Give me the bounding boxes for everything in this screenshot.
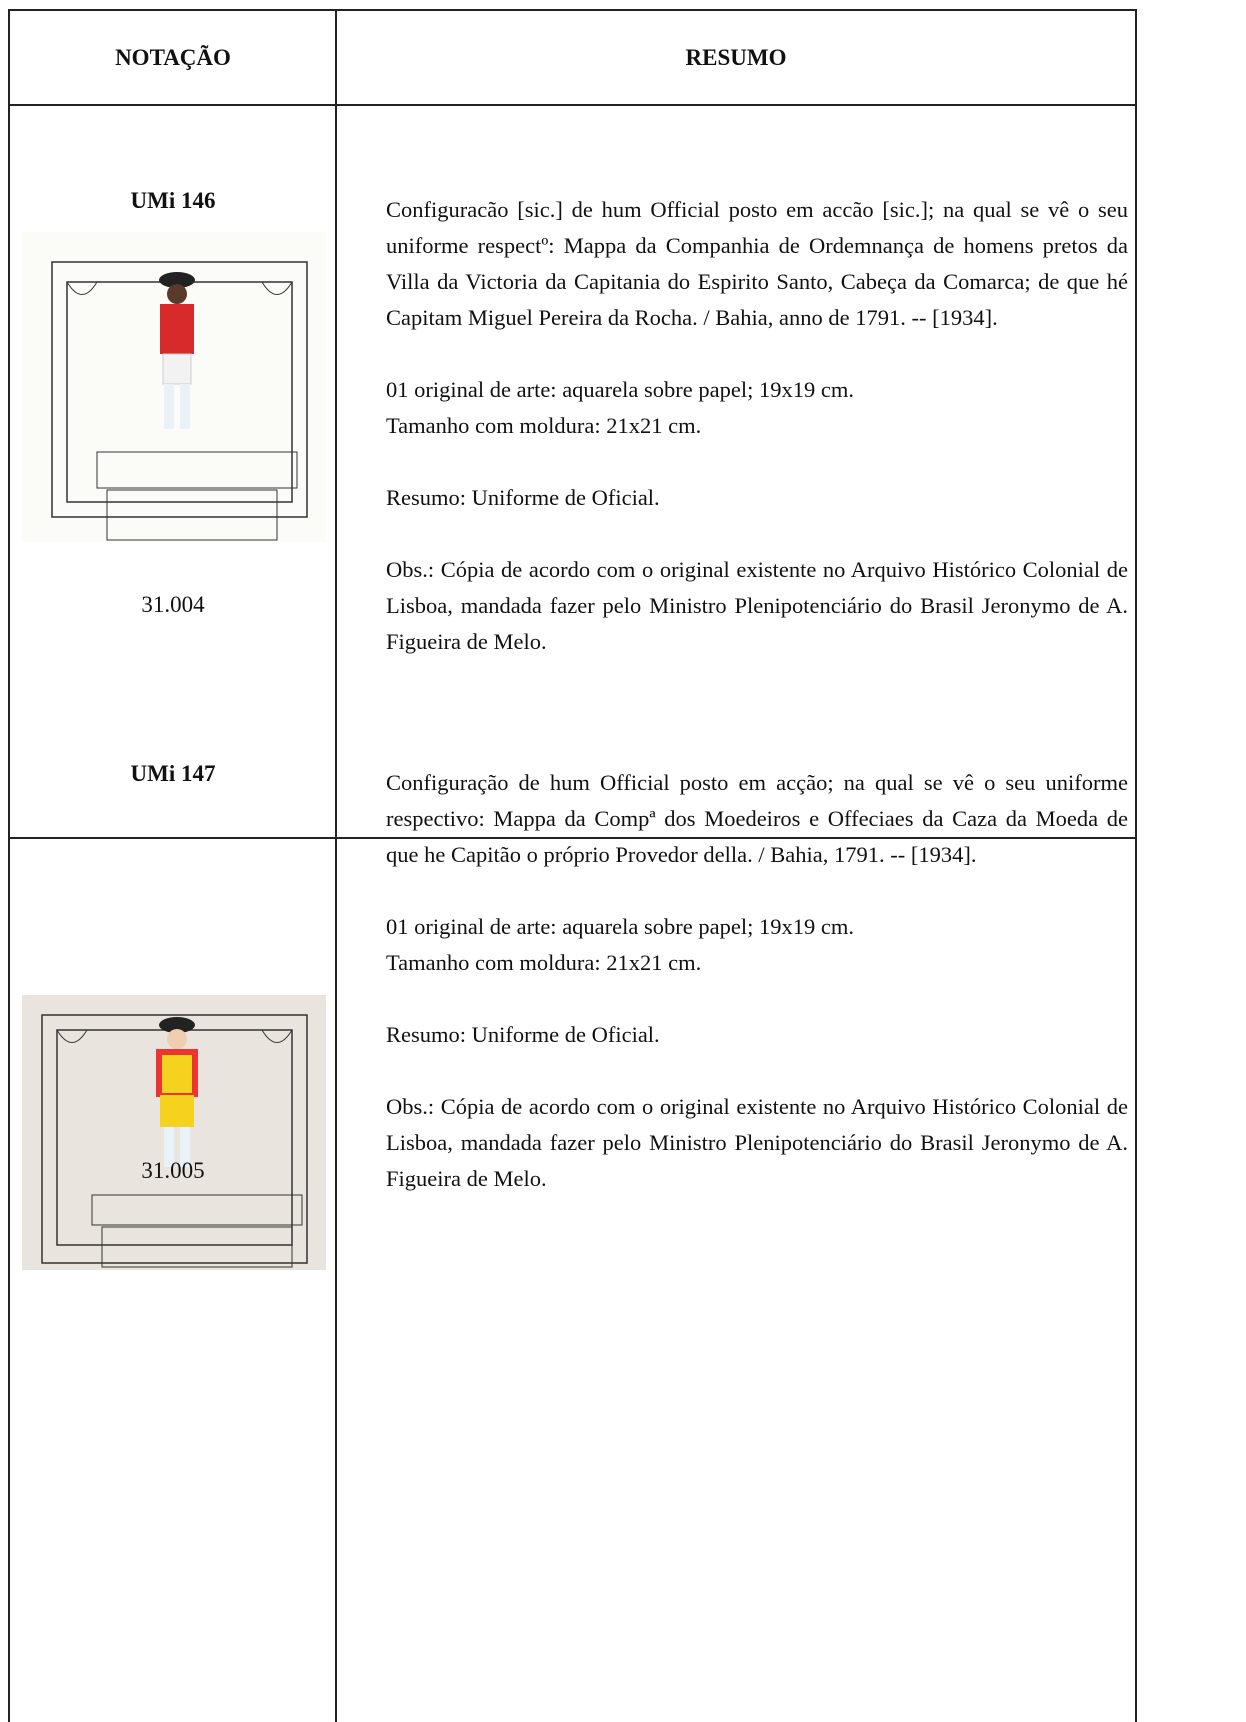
format-line: Tamanho com moldura: 21x21 cm. [386,413,702,438]
border [8,104,1137,106]
item-text: Configuração de hum Official posto em ac… [386,765,1128,1233]
format: 01 original de arte: aquarela sobre pape… [386,909,1128,981]
border [335,9,337,1722]
artwork-image [22,232,326,542]
format-line: 01 original de arte: aquarela sobre pape… [386,914,854,939]
item-text: Configuracão [sic.] de hum Official post… [386,192,1128,696]
border [1135,9,1137,1722]
item-id: UMi 147 [130,761,216,786]
item-id: UMi 146 [130,188,216,213]
border [8,837,1137,839]
description: Configuração de hum Official posto em ac… [386,770,1128,867]
observation: Obs.: Cópia de acordo com o original exi… [386,557,1128,654]
summary: Resumo: Uniforme de Oficial. [386,1022,660,1047]
header-notation: NOTAÇÃO [115,45,231,70]
artwork-image [22,995,326,1270]
observation: Obs.: Cópia de acordo com o original exi… [386,1094,1128,1191]
item-number: 31.005 [141,1158,205,1183]
summary: Resumo: Uniforme de Oficial. [386,485,660,510]
item-number: 31.004 [141,592,205,617]
format: 01 original de arte: aquarela sobre pape… [386,372,1128,444]
border [8,9,1137,11]
header-summary: RESUMO [685,45,787,70]
format-line: 01 original de arte: aquarela sobre pape… [386,377,854,402]
description: Configuracão [sic.] de hum Official post… [386,197,1128,330]
border [8,9,10,1722]
format-line: Tamanho com moldura: 21x21 cm. [386,950,702,975]
